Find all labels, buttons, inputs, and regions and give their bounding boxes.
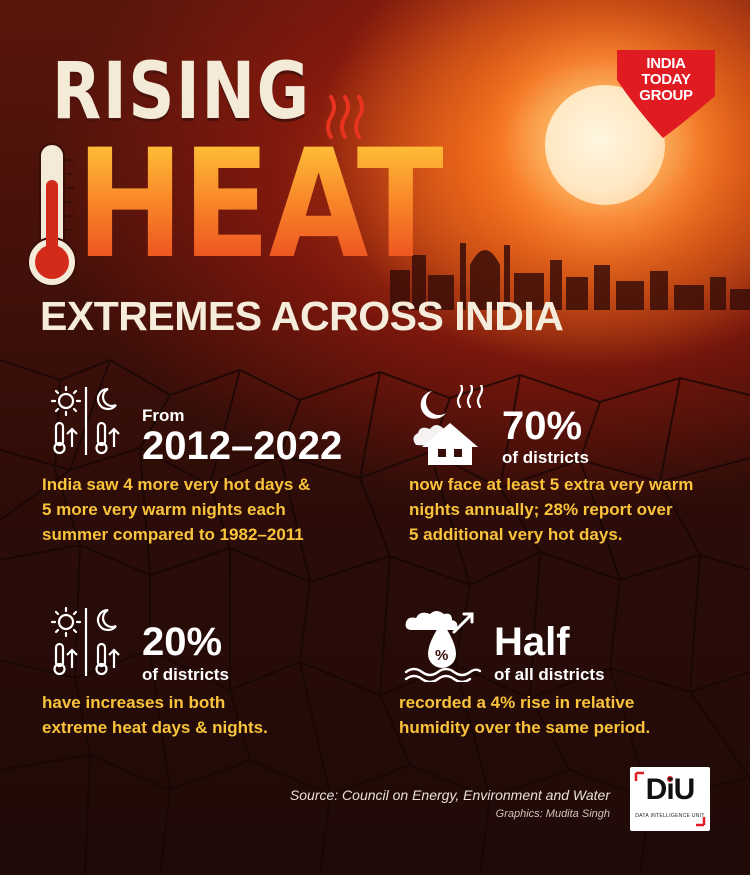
india-today-logo-icon [617,50,715,138]
logo-line-3: GROUP [639,87,693,104]
humidity-drop-icon: % [404,611,482,682]
stat2-desc-line: 5 additional very hot days. [409,525,623,544]
logo-line-1: INDIA [646,55,686,72]
stat1-value: 2012–2022 [142,424,343,468]
stat4-desc-line: recorded a 4% rise in relative [399,693,635,712]
diu-logo: DiU DATA INTELLIGENCE UNIT [630,767,710,831]
thermometer-icon [27,143,77,287]
stat4-label: of all districts [494,665,605,684]
graphics-credit: Graphics: Mudita Singh [495,808,610,820]
diu-logo-mark: DiU [645,773,696,806]
stat2-desc-line: nights annually; 28% report over [409,500,673,519]
stat4-desc-line: humidity over the same period. [399,718,651,737]
stat3-label: of districts [142,665,229,684]
stat3-desc-line: extreme heat days & nights. [42,718,268,737]
diu-logo-subtext: DATA INTELLIGENCE UNIT [635,813,705,819]
sun-moon-thermometer-icon [50,606,120,676]
stat2-description: now face at least 5 extra very warm nigh… [409,472,693,547]
title-line-heat: HEAT [76,118,445,292]
stat3-description: have increases in both extreme heat days… [42,690,268,740]
stat1-desc-line: India saw 4 more very hot days & [42,475,311,494]
city-skyline-silhouette [390,243,750,310]
source-note: Source: Council on Energy, Environment a… [289,787,610,803]
stat2-label: of districts [502,448,589,467]
stat4-value: Half [494,620,570,664]
title-line-rising: RISING [52,47,311,137]
stat3-desc-line: have increases in both [42,693,226,712]
svg-text:%: % [435,647,448,664]
night-house-heat-icon [413,385,484,465]
stat2-value: 70% [502,404,583,448]
stat1-prefix: From [142,406,185,425]
stat3-value: 20% [142,620,223,664]
india-today-logo-text: INDIA TODAY GROUP [619,56,713,104]
diu-logo-frame-icon [634,771,706,827]
stat4-description: recorded a 4% rise in relative humidity … [399,690,650,740]
logo-line-2: TODAY [641,71,691,88]
stat1-desc-line: summer compared to 1982–2011 [42,525,304,544]
stat1-desc-line: 5 more very warm nights each [42,500,286,519]
subtitle: EXTREMES ACROSS INDIA [40,293,564,339]
stat1-description: India saw 4 more very hot days & 5 more … [42,472,310,547]
stat2-desc-line: now face at least 5 extra very warm [409,475,694,494]
sun-moon-thermometer-icon [50,385,120,455]
heat-waves-icon [326,95,364,139]
